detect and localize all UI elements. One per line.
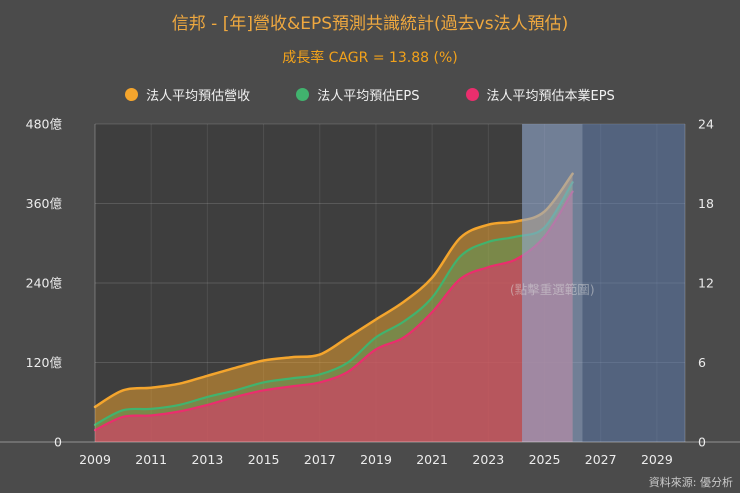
y-right-tick-label: 0 xyxy=(698,435,706,450)
x-tick-label: 2017 xyxy=(304,452,336,467)
legend-label-eps: 法人平均預估EPS xyxy=(317,88,420,104)
selection-hint-label: (點擊重選範圍) xyxy=(510,282,595,297)
y-right-tick-label: 24 xyxy=(698,117,714,132)
x-tick-label: 2025 xyxy=(529,452,561,467)
x-tick-label: 2019 xyxy=(360,452,392,467)
x-tick-label: 2015 xyxy=(248,452,280,467)
series-line-1 xyxy=(93,181,574,426)
y-left-tick-label: 120億 xyxy=(26,355,63,370)
x-tick-label: 2013 xyxy=(191,452,223,467)
source-note: 資料來源: 優分析 xyxy=(648,476,733,489)
legend-marker-eps-icon xyxy=(296,87,310,101)
chart-title: 信邦 - [年]營收&EPS預測共識統計(過去vs法人預估) xyxy=(171,14,569,34)
chart-subtitle-cagr: 成長率 CAGR = 13.88 (%) xyxy=(282,50,458,66)
legend-marker-core-eps-icon xyxy=(465,87,479,101)
legend-item-eps[interactable]: 法人平均預估EPS xyxy=(296,85,420,104)
y-left-tick-label: 0 xyxy=(54,435,62,450)
legend-marker-revenue-icon xyxy=(125,87,139,101)
y-right-tick-label: 6 xyxy=(698,355,706,370)
y-left-tick-label: 240億 xyxy=(26,276,63,291)
legend-item-core-eps[interactable]: 法人平均預估本業EPS xyxy=(465,85,615,104)
legend: 法人平均預估營收 法人平均預估EPS 法人平均預估本業EPS xyxy=(0,85,740,104)
chart-canvas[interactable]: (點擊重選範圍) 0 120億 240億 360億 480億 0 6 12 18 24 2009 201… xyxy=(0,112,740,480)
x-tick-label: 2027 xyxy=(585,452,617,467)
x-tick-label: 2023 xyxy=(472,452,504,467)
series-area-2 xyxy=(95,191,573,442)
y-left-tick-label: 360億 xyxy=(26,196,63,211)
series-line-0 xyxy=(93,172,574,409)
x-tick-label: 2021 xyxy=(416,452,448,467)
selection-overlay[interactable] xyxy=(522,124,685,442)
legend-item-revenue[interactable]: 法人平均預估營收 xyxy=(125,85,250,104)
y-right-tick-label: 18 xyxy=(698,196,714,211)
legend-label-core-eps: 法人平均預估本業EPS xyxy=(486,88,615,104)
y-left-tick-label: 480億 xyxy=(26,117,63,132)
legend-label-revenue: 法人平均預估營收 xyxy=(146,88,251,104)
x-tick-label: 2009 xyxy=(79,452,111,467)
x-tick-label: 2011 xyxy=(135,452,167,467)
selection-highlight[interactable] xyxy=(522,124,583,442)
x-tick-label: 2029 xyxy=(641,452,673,467)
series-line-2 xyxy=(93,190,574,432)
y-right-tick-label: 12 xyxy=(698,276,714,291)
